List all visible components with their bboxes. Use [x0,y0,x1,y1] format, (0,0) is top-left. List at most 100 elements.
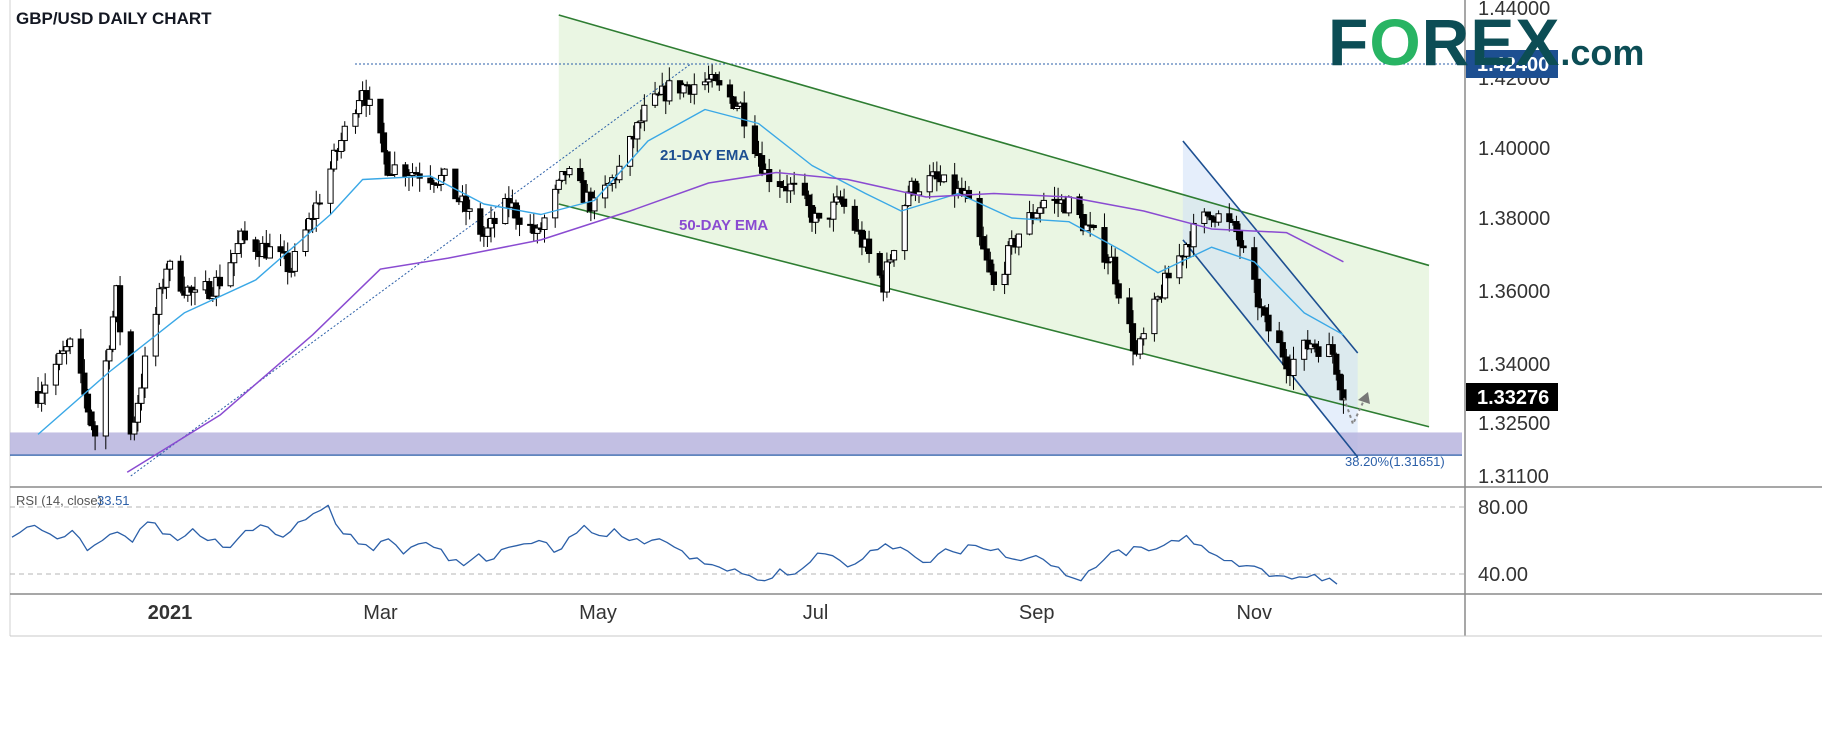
candle-body [990,271,997,286]
forex-logo: FOREX.com [1328,4,1644,80]
candle-body [734,105,741,109]
candle-body [1151,298,1158,335]
candle-body [634,122,641,140]
candle-body [84,393,92,413]
candle-body [252,239,259,252]
candle-body [1204,211,1212,217]
candle-body [1215,213,1222,223]
candle-body [883,261,890,293]
candle-body [209,295,216,300]
candle-body [791,182,798,185]
high-price-tag [1466,50,1558,78]
candle-body [684,84,691,87]
candle-body [413,172,420,175]
fib-label: 38.20%(1.31651) [1345,454,1445,469]
candle-body [680,84,687,94]
candle-body [705,78,712,83]
candle-body [330,149,338,170]
candle-body [1137,338,1144,355]
x-tick-label: Sep [1019,602,1055,624]
x-tick-label: Mar [363,602,398,624]
support-zone [10,432,1462,456]
candle-body [712,74,719,82]
candle-body [837,196,844,200]
candle-body [1311,343,1319,348]
candle-body [341,125,348,142]
candle-body [462,195,470,212]
channel-lower-line [558,203,1430,428]
candle-body [316,202,323,205]
candle-body [933,171,940,180]
candle-body [816,212,823,219]
candle-body [691,84,698,95]
logo-letters-rex: REX [1421,5,1561,79]
candle-body [758,155,766,174]
candle-body [1265,314,1272,332]
candle-body [905,191,912,207]
candle-body [516,217,523,225]
candle-body [1115,283,1122,299]
candle-body [1279,342,1286,358]
candle-body [730,96,737,109]
candle-body [81,372,88,395]
candle-body [363,90,370,106]
rsi-value: 33.51 [97,493,130,508]
candle-body [159,286,166,290]
candle-body [1129,323,1137,352]
ema50-line [126,171,1344,473]
candle-body [887,259,894,263]
candle-body [206,281,213,300]
candle-body [987,259,994,273]
current-price-label: 1.33276 [1477,387,1549,409]
ema21-label: 21-DAY EMA [660,147,749,164]
candle-body [67,338,74,348]
candle-body [352,113,359,127]
candle-body [384,151,391,176]
candle-body [776,181,783,188]
candle-body [577,168,584,182]
y-tick-label: 1.31100 [1478,466,1549,488]
candle-body [102,360,109,437]
rsi-line [11,504,1338,585]
candle-body [391,164,398,176]
candle-body [430,182,438,185]
candle-body [59,350,67,354]
candle-body [502,198,509,225]
candle-body [566,168,573,176]
rsi-tick-label: 40.00 [1478,564,1528,586]
candle-body [1236,231,1244,247]
current-price-tag [1466,383,1558,411]
candle-body [434,183,441,186]
candle-body [1240,245,1247,249]
candle-body [291,251,298,272]
ema21-line [37,108,1344,435]
candle-body [484,227,491,237]
candle-body [1261,307,1269,316]
candle-body [56,352,63,365]
candle-body [876,253,883,276]
candle-body [805,194,812,207]
candle-body [52,363,59,386]
candle-body [63,346,70,352]
logo-letter-f: F [1328,5,1370,79]
candle-body [1079,214,1087,232]
candle-body [666,80,673,102]
candle-body [77,338,84,374]
candle-body [865,238,873,255]
x-tick-label: Nov [1236,602,1272,624]
candle-body [92,425,99,437]
candle-body [1176,255,1183,279]
candle-body [1276,330,1283,344]
candle-body [1015,233,1022,248]
candle-body [751,125,759,155]
candle-body [1336,373,1343,391]
candle-body [1329,344,1336,355]
ema50-label: 50-DAY EMA [679,217,768,234]
candle-body [234,243,241,255]
candle-body [801,182,808,196]
candle-body [1301,339,1308,360]
candle-body [627,135,634,167]
candle-body [890,250,898,261]
x-tick-label: May [579,602,617,624]
candle-body [1290,358,1297,377]
